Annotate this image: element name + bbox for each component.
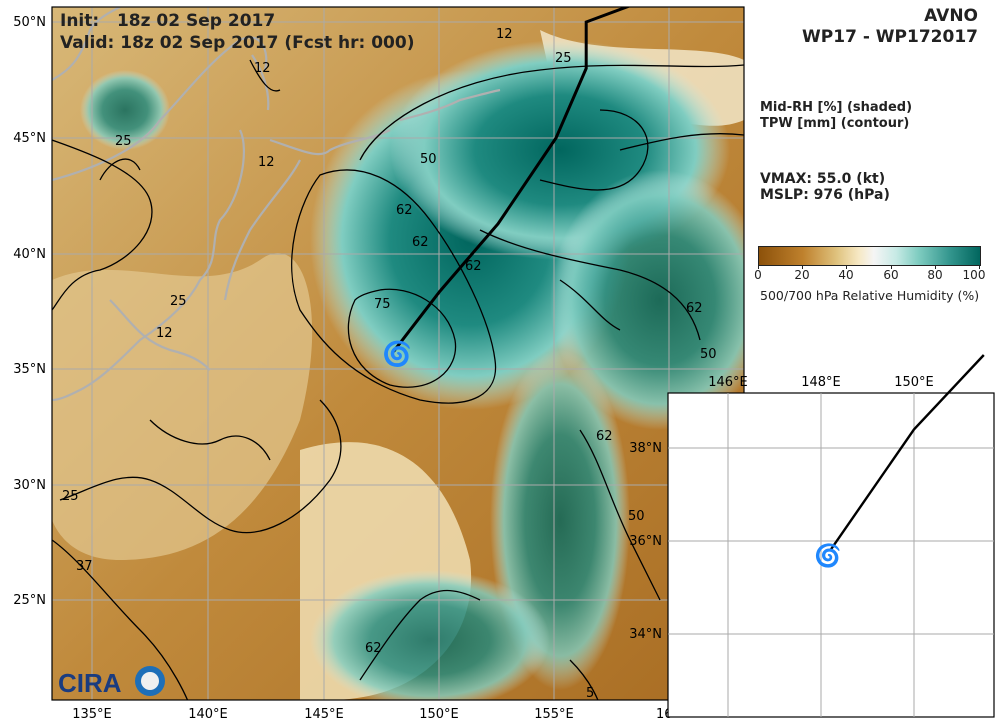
contour-label: 50 — [628, 509, 645, 524]
contour-label: 50 — [700, 347, 717, 362]
colorbar-tick — [979, 265, 980, 269]
vmax-label: VMAX: — [760, 171, 812, 187]
lon-label: 135°E — [72, 707, 112, 722]
rh-colorbar — [758, 246, 981, 266]
contour-label: 62 — [465, 259, 482, 274]
legend-contour: TPW [mm] (contour) — [760, 116, 910, 131]
inset-graticule — [668, 393, 994, 717]
storm-id: WP17 - WP172017 — [802, 27, 978, 47]
inset-lon-label: 146°E — [708, 375, 748, 390]
contour-label: 12 — [258, 155, 275, 170]
shade-moist-nw — [80, 70, 170, 150]
init-label: Init: — [60, 11, 100, 31]
inset-lat-label: 36°N — [629, 534, 662, 549]
map-frame — [51, 6, 745, 701]
lat-label: 45°N — [13, 131, 46, 146]
contour-label: 25 — [62, 489, 79, 504]
shade-moist-east — [550, 170, 744, 430]
inset-map: 🌀 146°E 148°E 150°E 38°N 36°N 34°N — [629, 354, 995, 718]
graticule — [52, 7, 744, 700]
inset-axis-labels: 146°E 148°E 150°E 38°N 36°N 34°N — [629, 375, 934, 642]
model-name: AVNO — [924, 6, 978, 26]
tpw-contours — [52, 59, 744, 700]
inset-lat-label: 34°N — [629, 627, 662, 642]
shade-dry-west — [52, 253, 313, 560]
colorbar-tick-label: 40 — [838, 268, 854, 282]
contour-label: 62 — [596, 429, 613, 444]
cira-logo: CIRA — [58, 666, 165, 698]
inset-tropical-storm-icon: 🌀 — [814, 542, 841, 569]
init-time: Init: 18z 02 Sep 2017 — [60, 11, 275, 31]
lat-label: 40°N — [13, 247, 46, 262]
colorbar-tick-label: 80 — [927, 268, 943, 282]
mslp-readout: MSLP: 976 (hPa) — [760, 187, 890, 203]
contour-label: 12 — [254, 61, 271, 76]
contour-label: 25 — [555, 51, 572, 66]
lat-label: 30°N — [13, 478, 46, 493]
vmax-value: 55.0 (kt) — [816, 171, 886, 187]
lat-label: 25°N — [13, 593, 46, 608]
valid-value: 18z 02 Sep 2017 (Fcst hr: 000) — [120, 33, 415, 53]
contour-label: 25 — [115, 134, 132, 149]
contour-label: 12 — [156, 326, 173, 341]
colorbar-title: 500/700 hPa Relative Humidity (%) — [760, 288, 980, 303]
init-value: 18z 02 Sep 2017 — [116, 11, 276, 31]
vmax-readout: VMAX: 55.0 (kt) — [760, 171, 885, 187]
storm-track — [392, 7, 631, 353]
contour-label: 25 — [170, 294, 187, 309]
inset-lon-label: 148°E — [801, 375, 841, 390]
valid-time: Valid: 18z 02 Sep 2017 (Fcst hr: 000) — [60, 33, 414, 53]
colorbar-tick — [846, 265, 847, 269]
contour-label: 62 — [365, 641, 382, 656]
contour-label: 75 — [374, 297, 391, 312]
colorbar-tick-label: 100 — [962, 268, 986, 282]
agency-seal-inner — [141, 672, 159, 690]
colorbar-tick — [758, 265, 759, 269]
contour-label: 12 — [496, 27, 513, 42]
contour-label: 62 — [412, 235, 429, 250]
main-map: 12 25 12 25 12 50 62 62 62 75 25 12 25 3… — [52, 7, 744, 701]
contour-label: 62 — [396, 203, 413, 218]
colorbar-tick — [935, 265, 936, 269]
coastlines — [52, 7, 501, 402]
inset-lon-label: 150°E — [894, 375, 934, 390]
tropical-storm-icon: 🌀 — [382, 339, 412, 368]
colorbar-tick — [891, 265, 892, 269]
inset-lat-label: 38°N — [629, 441, 662, 456]
colorbar-tick-label: 60 — [883, 268, 899, 282]
lat-label: 35°N — [13, 362, 46, 377]
contour-labels: 12 25 12 25 12 50 62 62 62 75 25 12 25 3… — [62, 27, 717, 701]
legend-shaded: Mid-RH [%] (shaded) — [760, 100, 913, 115]
valid-label: Valid: — [60, 33, 115, 53]
lon-label: 140°E — [188, 707, 228, 722]
lon-label: 145°E — [304, 707, 344, 722]
mslp-label: MSLP: — [760, 187, 809, 203]
contour-label: 5 — [586, 686, 594, 701]
inset-frame — [667, 392, 995, 718]
mslp-value: 976 (hPa) — [813, 187, 890, 203]
inset-storm-track — [829, 354, 985, 551]
colorbar-tick — [802, 265, 803, 269]
main-axis-labels: 135°E 140°E 145°E 150°E 155°E 16 50°N 45… — [13, 15, 672, 722]
contour-label: 37 — [76, 559, 93, 574]
contour-label: 62 — [686, 301, 703, 316]
colorbar-tick-label: 0 — [754, 268, 762, 282]
lon-label: 150°E — [419, 707, 459, 722]
colorbar-tick-label: 20 — [794, 268, 810, 282]
lat-label: 50°N — [13, 15, 46, 30]
contour-label: 50 — [420, 152, 437, 167]
logo-text: CIRA — [58, 668, 122, 698]
lon-label: 155°E — [534, 707, 574, 722]
shade-moist-south — [310, 570, 550, 700]
